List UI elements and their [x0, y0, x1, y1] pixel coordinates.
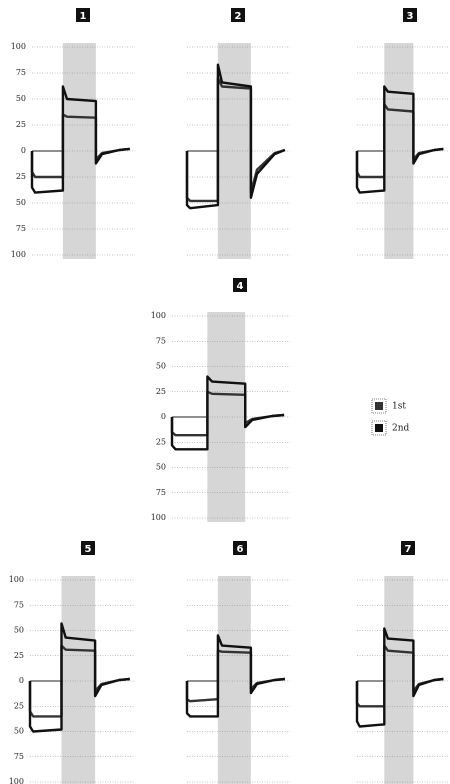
y-tick-label: 100 — [11, 42, 26, 51]
y-tick-label: 0 — [19, 676, 24, 685]
y-tick-label: 50 — [14, 626, 24, 635]
panel: 100 75 50 25 0 25 50 75 100 5 — [9, 541, 135, 784]
y-tick-label: 100 — [11, 250, 26, 259]
y-tick-label: 50 — [16, 94, 26, 103]
legend-swatch — [375, 402, 383, 410]
page: {"chart_data": [ {"type": "line", "label… — [0, 0, 450, 784]
panel: 2 — [187, 8, 290, 259]
y-tick-label: 100 — [9, 777, 24, 784]
panel-label: 2 — [235, 11, 242, 22]
y-tick-label: 75 — [16, 68, 26, 77]
y-tick-label: 75 — [16, 224, 26, 233]
y-tick-label: 25 — [14, 651, 24, 660]
shaded-band — [384, 576, 413, 784]
y-tick-label: 50 — [16, 198, 26, 207]
y-tick-label: 75 — [156, 336, 166, 345]
y-tick-label: 25 — [14, 701, 24, 710]
y-tick-label: 25 — [156, 387, 166, 396]
panel-label: 6 — [237, 544, 244, 555]
panel: 3 — [357, 8, 448, 259]
figure: 1007550250255075100123100755025025507510… — [0, 0, 450, 784]
y-tick-label: 0 — [21, 146, 26, 155]
y-tick-label: 50 — [14, 727, 24, 736]
y-tick-label: 25 — [156, 437, 166, 446]
y-tick-label: 100 — [9, 575, 24, 584]
shaded-band — [218, 576, 251, 784]
panel: 100 75 50 25 0 25 50 75 100 4 1st 2nd — [151, 278, 410, 522]
legend-label: 1st — [392, 402, 406, 412]
panel: 7 — [357, 541, 448, 784]
panel-label: 7 — [405, 544, 412, 555]
panel: 6 — [187, 541, 290, 784]
y-tick-label: 25 — [16, 172, 26, 181]
y-tick-label: 0 — [161, 412, 166, 421]
y-tick-label: 100 — [151, 311, 166, 320]
y-tick-label: 25 — [16, 120, 26, 129]
y-tick-label: 75 — [156, 488, 166, 497]
panel: 100 75 50 25 0 25 50 75 100 1 — [11, 8, 135, 259]
panel-label: 3 — [407, 11, 414, 22]
legend-label: 2nd — [392, 424, 410, 434]
y-tick-label: 75 — [14, 752, 24, 761]
panel-label: 5 — [85, 544, 92, 555]
y-tick-label: 75 — [14, 600, 24, 609]
y-tick-label: 100 — [151, 513, 166, 522]
y-tick-label: 50 — [156, 362, 166, 371]
shaded-band — [207, 312, 245, 522]
panel-label: 4 — [237, 281, 244, 292]
legend-swatch — [375, 424, 383, 432]
panel-label: 1 — [80, 11, 87, 22]
shaded-band — [62, 576, 96, 784]
y-tick-label: 50 — [156, 463, 166, 472]
shaded-band — [384, 43, 413, 259]
